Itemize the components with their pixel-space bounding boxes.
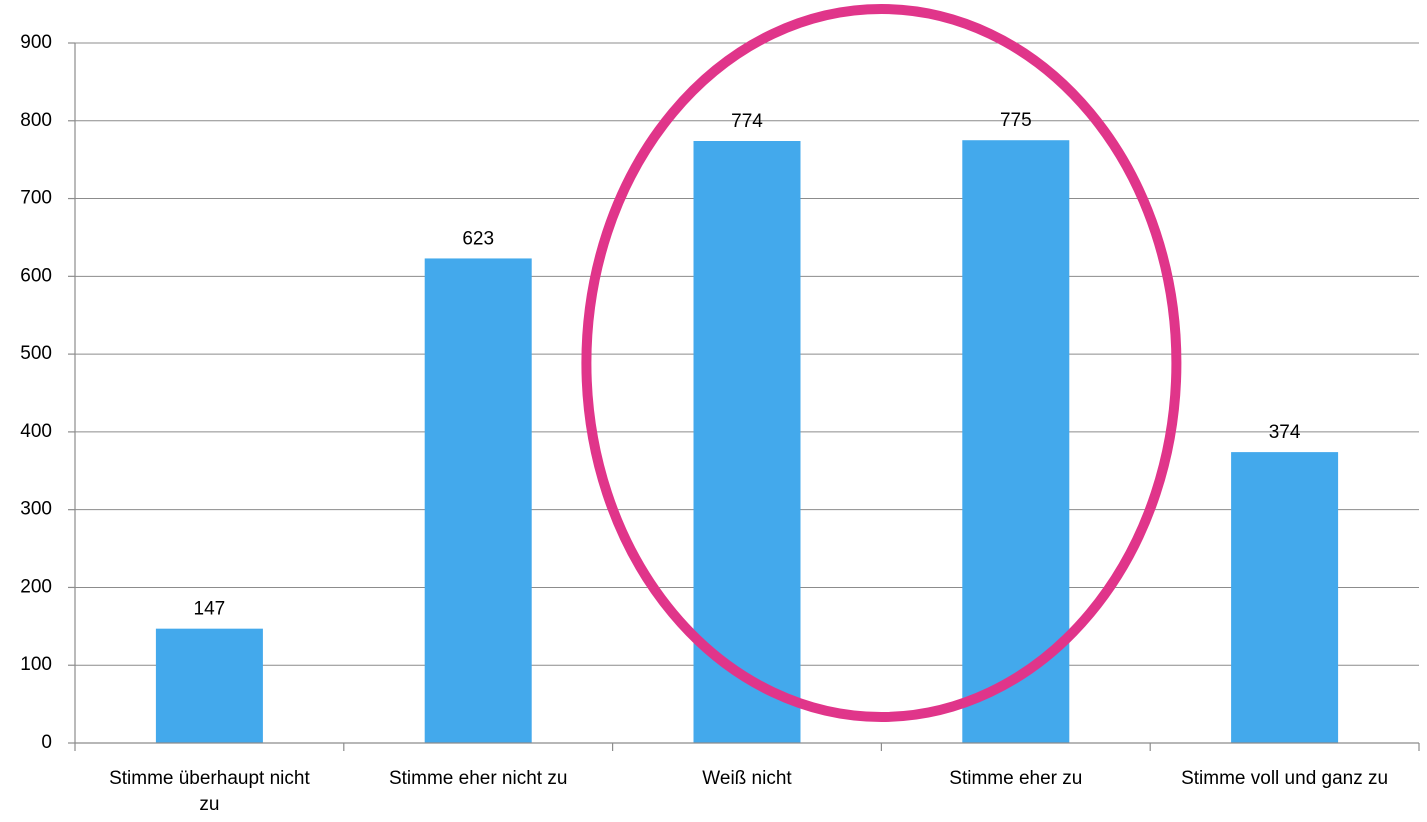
bar (424, 258, 532, 743)
y-axis-tick-label: 0 (41, 732, 52, 753)
y-axis-tick-label: 600 (20, 265, 52, 286)
x-axis-tick-label: Stimme voll und ganz zu (1181, 768, 1388, 789)
x-axis-tick-labels: Stimme überhaupt nicht zu Stimme eher nich… (109, 768, 1388, 815)
highlight-ellipse (581, 4, 1182, 722)
axes (68, 42, 1420, 751)
bars (155, 140, 1339, 743)
bar (962, 140, 1070, 743)
x-axis-tick-label: Stimme eher nicht zu (389, 768, 567, 789)
bar (1231, 452, 1339, 743)
data-labels: 147 623 774 775 374 (194, 110, 1301, 619)
x-axis-tick-label: Stimme überhaupt nicht (109, 768, 310, 789)
data-label: 374 (1269, 422, 1301, 443)
data-label: 147 (194, 599, 226, 620)
bar (693, 141, 801, 743)
data-label: 775 (1000, 110, 1032, 131)
y-axis-tick-label: 100 (20, 654, 52, 675)
y-axis-tick-labels: 0 100 200 300 400 500 600 700 800 900 (20, 32, 52, 753)
x-axis-tick-label: Weiß nicht (702, 768, 792, 789)
y-axis-tick-label: 900 (20, 32, 52, 53)
y-axis-tick-label: 400 (20, 421, 52, 442)
y-axis-tick-label: 300 (20, 499, 52, 520)
y-axis-tick-label: 700 (20, 188, 52, 209)
highlight-annotation (581, 4, 1182, 722)
x-axis-tick-label: zu (199, 794, 219, 815)
y-axis-tick-label: 500 (20, 343, 52, 364)
bar (155, 628, 263, 743)
y-axis-tick-label: 800 (20, 110, 52, 131)
y-axis-tick-label: 200 (20, 576, 52, 597)
data-label: 623 (462, 228, 494, 249)
x-axis-tick-label: Stimme eher zu (949, 768, 1082, 789)
data-label: 774 (731, 111, 763, 132)
